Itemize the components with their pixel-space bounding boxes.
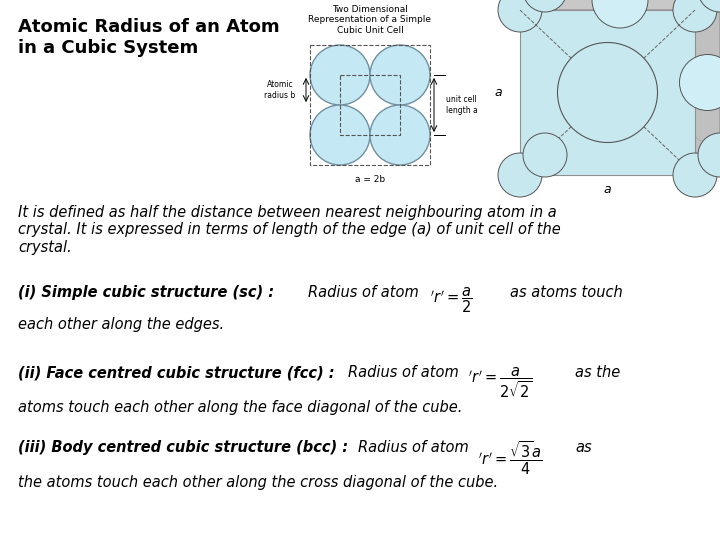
Circle shape bbox=[498, 153, 542, 197]
Text: Two Dimensional
Representation of a Simple
Cubic Unit Cell: Two Dimensional Representation of a Simp… bbox=[308, 5, 431, 35]
Text: a: a bbox=[495, 86, 502, 99]
Text: a: a bbox=[603, 183, 611, 196]
Circle shape bbox=[673, 153, 717, 197]
Text: each other along the edges.: each other along the edges. bbox=[18, 317, 224, 332]
Circle shape bbox=[698, 133, 720, 177]
Circle shape bbox=[310, 105, 370, 165]
Text: (i) Simple cubic structure (sc) :: (i) Simple cubic structure (sc) : bbox=[18, 285, 279, 300]
Text: as: as bbox=[575, 440, 592, 455]
Polygon shape bbox=[520, 10, 695, 175]
Text: Radius of atom: Radius of atom bbox=[308, 285, 419, 300]
Text: 4r: 4r bbox=[607, 79, 618, 90]
Text: unit cell
length a: unit cell length a bbox=[446, 95, 478, 114]
Circle shape bbox=[498, 0, 542, 32]
Text: as the: as the bbox=[575, 365, 620, 380]
Bar bbox=[340, 75, 400, 135]
Circle shape bbox=[523, 133, 567, 177]
Polygon shape bbox=[545, 0, 720, 155]
Text: the atoms touch each other along the cross diagonal of the cube.: the atoms touch each other along the cro… bbox=[18, 475, 498, 490]
Bar bbox=[310, 45, 430, 165]
Text: Atomic Radius of an Atom
in a Cubic System: Atomic Radius of an Atom in a Cubic Syst… bbox=[18, 18, 279, 57]
Circle shape bbox=[523, 0, 567, 12]
Circle shape bbox=[592, 0, 648, 28]
Text: as atoms touch: as atoms touch bbox=[510, 285, 623, 300]
Text: (ii) Face centred cubic structure (fcc) :: (ii) Face centred cubic structure (fcc) … bbox=[18, 365, 340, 380]
Text: Radius of atom: Radius of atom bbox=[358, 440, 469, 455]
Circle shape bbox=[680, 55, 720, 111]
Text: Radius of atom: Radius of atom bbox=[348, 365, 459, 380]
Text: (iii) Body centred cubic structure (bcc) :: (iii) Body centred cubic structure (bcc)… bbox=[18, 440, 354, 455]
Text: It is defined as half the distance between nearest neighbouring atom in a
crysta: It is defined as half the distance betwe… bbox=[18, 205, 561, 255]
Text: atoms touch each other along the face diagonal of the cube.: atoms touch each other along the face di… bbox=[18, 400, 462, 415]
Polygon shape bbox=[695, 0, 720, 175]
Circle shape bbox=[310, 45, 370, 105]
Text: Atomic
radius b: Atomic radius b bbox=[264, 80, 296, 100]
Circle shape bbox=[370, 105, 430, 165]
Text: $'r' = \dfrac{\sqrt{3}a}{4}$: $'r' = \dfrac{\sqrt{3}a}{4}$ bbox=[478, 440, 542, 477]
Text: a = 2b: a = 2b bbox=[355, 175, 385, 184]
Circle shape bbox=[673, 0, 717, 32]
Circle shape bbox=[698, 0, 720, 12]
Circle shape bbox=[370, 45, 430, 105]
Circle shape bbox=[603, 43, 662, 103]
Text: $'r' = \dfrac{a}{2}$: $'r' = \dfrac{a}{2}$ bbox=[430, 285, 473, 315]
Polygon shape bbox=[520, 0, 720, 10]
Text: $'r' = \dfrac{a}{2\sqrt{2}}$: $'r' = \dfrac{a}{2\sqrt{2}}$ bbox=[468, 365, 533, 400]
Circle shape bbox=[557, 43, 657, 143]
